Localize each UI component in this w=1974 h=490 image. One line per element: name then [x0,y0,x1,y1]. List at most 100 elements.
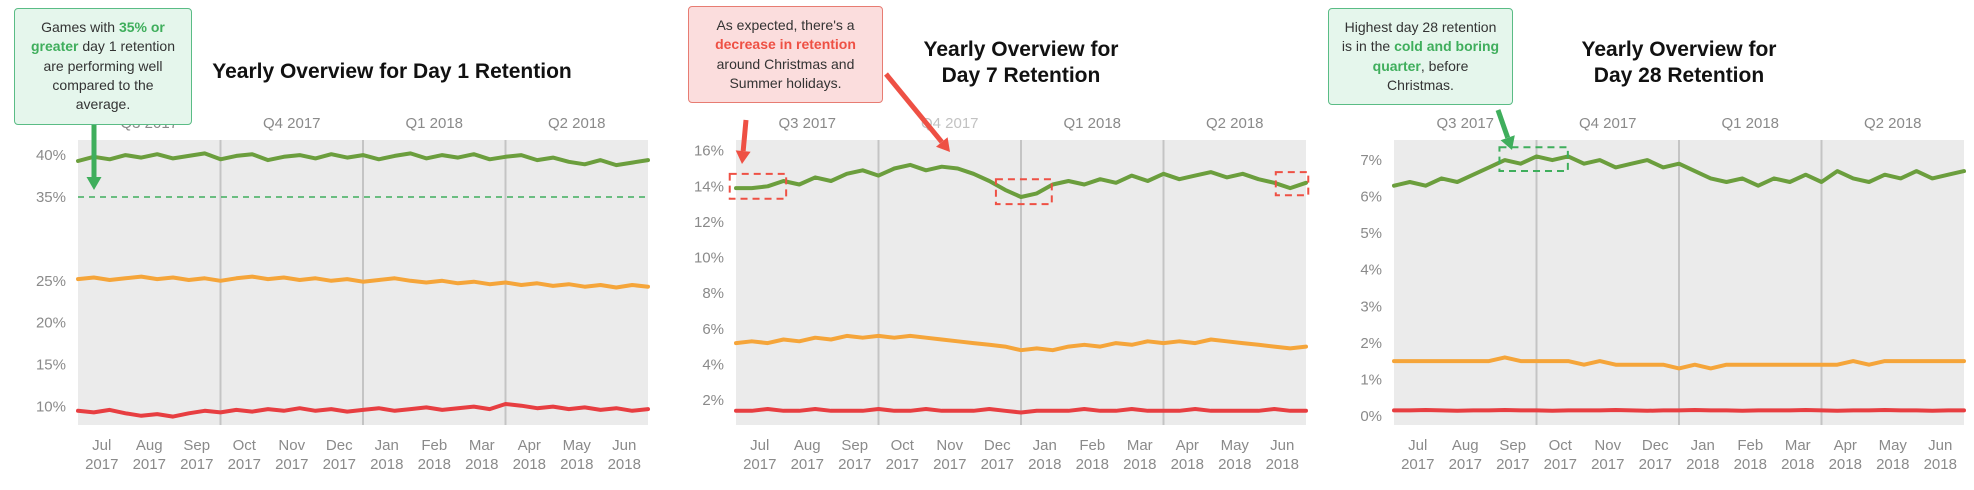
note-text: Games with [41,19,119,35]
x-tick-month: Jan [375,437,399,454]
x-tick-month: Aug [794,437,821,454]
y-tick-label: 2% [702,392,724,409]
x-tick-year: 2017 [743,456,776,473]
x-tick-month: Aug [136,437,163,454]
x-tick-year: 2018 [1734,456,1767,473]
y-tick-label: 40% [36,147,66,164]
series-orange-line [76,274,650,290]
annotation-arrowhead [735,150,751,164]
quarter-label: Q2 2018 [548,115,606,132]
x-tick-month: Nov [278,437,305,454]
x-tick-year: 2018 [418,456,451,473]
x-tick-year: 2018 [1123,456,1156,473]
x-tick-month: Oct [891,437,915,454]
x-tick-year: 2018 [513,456,546,473]
x-tick-year: 2017 [323,456,356,473]
annotation-note-day1: Games with 35% or greater day 1 retentio… [14,8,192,125]
y-tick-label: 1% [1360,371,1382,388]
annotation-arrowhead [1500,135,1515,150]
y-tick-label: 14% [694,178,724,195]
x-tick-month: Oct [233,437,257,454]
x-tick-month: Jun [1928,437,1952,454]
chart-title-line: Day 28 Retention [1594,64,1764,87]
quarter-label: Q2 2018 [1206,115,1264,132]
series-green-line [1392,154,1966,188]
x-tick-year: 2017 [228,456,261,473]
annotation-arrow [740,119,749,152]
quarter-label: Q1 2018 [405,115,463,132]
x-tick-month: Jan [1033,437,1057,454]
chart-day28-retention: Yearly Overview for Day 28 Retention Q3 20… [1360,38,1966,473]
x-tick-month: Sep [183,437,210,454]
note-text: , before Christmas. [1387,57,1469,93]
x-tick-year: 2017 [133,456,166,473]
y-tick-label: 10% [36,399,66,416]
annotation-arrow [1495,109,1511,139]
x-tick-year: 2018 [608,456,641,473]
x-tick-month: Feb [421,437,447,454]
y-tick-label: 4% [1360,262,1382,279]
x-tick-year: 2017 [933,456,966,473]
x-tick-month: Jul [1408,437,1427,454]
x-tick-year: 2018 [370,456,403,473]
x-tick-month: Sep [1499,437,1526,454]
x-tick-year: 2017 [791,456,824,473]
x-tick-month: Nov [1594,437,1621,454]
quarter-label: Q4 2017 [1579,115,1637,132]
y-tick-label: 3% [1360,298,1382,315]
x-tick-year: 2017 [886,456,919,473]
y-tick-label: 20% [36,315,66,332]
annotation-note-day28: Highest day 28 retention is in the cold … [1328,8,1513,106]
quarter-label: Q4 2017 [263,115,321,132]
note-text: As expected, there's a [716,17,855,33]
y-tick-label: 8% [702,285,724,302]
y-tick-label: 35% [36,189,66,206]
x-tick-year: 2018 [1028,456,1061,473]
x-tick-month: Apr [1176,437,1199,454]
x-tick-year: 2017 [1544,456,1577,473]
x-tick-month: Jun [1270,437,1294,454]
x-tick-year: 2017 [275,456,308,473]
annotation-arrow [884,72,944,144]
x-tick-year: 2018 [560,456,593,473]
series-red-line [76,402,650,419]
x-tick-year: 2017 [1639,456,1672,473]
y-tick-label: 5% [1360,225,1382,242]
x-tick-month: Sep [841,437,868,454]
x-tick-month: Feb [1737,437,1763,454]
x-tick-year: 2017 [1496,456,1529,473]
quarter-label: Q2 2018 [1864,115,1922,132]
y-tick-label: 10% [694,250,724,267]
note-text: around Christmas and Summer holidays. [716,55,855,91]
x-tick-year: 2018 [1924,456,1957,473]
x-tick-month: Mar [469,437,495,454]
x-tick-year: 2017 [1449,456,1482,473]
highlight-box [1498,146,1569,173]
annotation-note-day7: As expected, there's a decrease in reten… [688,6,883,104]
x-tick-month: Apr [518,437,541,454]
x-tick-year: 2018 [1686,456,1719,473]
x-tick-month: Jul [92,437,111,454]
annotation-arrowhead [936,137,950,152]
chart-title-line: Yearly Overview for [1582,38,1777,61]
x-tick-month: Oct [1549,437,1573,454]
x-tick-year: 2017 [838,456,871,473]
series-red-line [734,407,1308,415]
note-highlight-text: cold and boring quarter [1372,38,1500,74]
x-tick-month: May [563,437,592,454]
highlight-box [994,178,1053,206]
annotation-arrowhead [86,177,102,190]
y-tick-label: 6% [1360,189,1382,206]
y-tick-label: 16% [694,143,724,160]
x-tick-month: Jun [612,437,636,454]
quarter-label: Q3 2017 [1436,115,1494,132]
series-green-line [76,151,650,168]
x-tick-month: Jan [1691,437,1715,454]
x-tick-month: May [1879,437,1908,454]
x-tick-year: 2017 [180,456,213,473]
x-tick-month: Aug [1452,437,1479,454]
y-tick-label: 15% [36,357,66,374]
x-tick-year: 2018 [1218,456,1251,473]
